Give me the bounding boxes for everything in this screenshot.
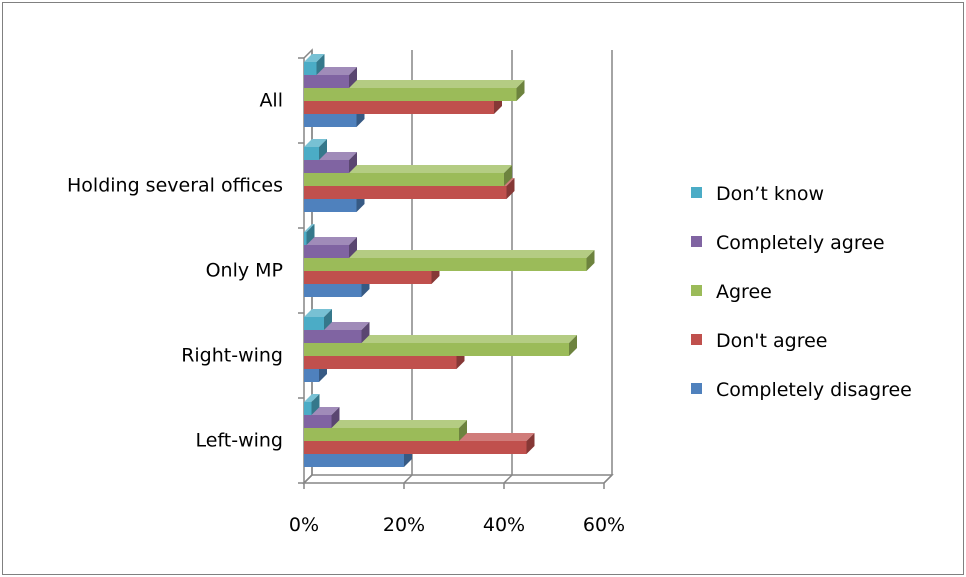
bar <box>304 224 315 245</box>
bar <box>304 250 595 271</box>
bar-front-face <box>304 101 494 114</box>
bar <box>304 237 357 258</box>
bar-front-face <box>304 415 332 428</box>
legend-label: Completely agree <box>716 232 885 254</box>
bar-front-face <box>304 317 324 330</box>
bar-end-face <box>324 309 332 330</box>
bar-top-face <box>304 309 332 317</box>
category-label: All <box>259 90 283 112</box>
bar-top-face <box>304 224 315 232</box>
category-label: Left-wing <box>195 430 283 452</box>
x-tick-label: 0% <box>289 514 319 536</box>
bar-front-face <box>304 428 459 441</box>
legend-swatch <box>691 383 702 394</box>
floor <box>302 474 614 484</box>
bar-end-face <box>516 80 525 101</box>
legend-label: Don’t know <box>716 183 824 205</box>
legend-item: Completely disagree <box>691 379 912 401</box>
legend-item: Don’t know <box>691 183 824 205</box>
bar-front-face <box>304 147 319 160</box>
bar <box>304 394 320 415</box>
bar-front-face <box>304 284 362 297</box>
bar-top-face <box>304 80 525 88</box>
legend: Don’t know Completely agree Agree Don't agr… <box>691 183 912 401</box>
floor-gridline <box>403 474 413 484</box>
category-label: Holding several offices <box>67 175 283 197</box>
bar <box>304 420 467 441</box>
bar-front-face <box>304 343 569 356</box>
legend-label: Don't agree <box>716 330 828 352</box>
bar <box>304 309 332 330</box>
axes <box>298 57 605 489</box>
bar-end-face <box>459 420 467 441</box>
floor-gridline <box>303 474 313 484</box>
bar-top-face <box>304 237 357 245</box>
bar-end-face <box>319 139 327 160</box>
legend-label: Completely disagree <box>716 379 912 401</box>
bar-end-face <box>349 237 357 258</box>
bar-front-face <box>304 454 404 467</box>
legend-label: Agree <box>716 281 772 303</box>
bar-end-face <box>504 165 512 186</box>
bar <box>304 54 325 75</box>
x-tick-label: 20% <box>383 514 425 536</box>
bar-front-face <box>304 173 504 186</box>
bar-top-face <box>304 165 512 173</box>
bar-top-face <box>304 139 327 147</box>
bar-front-face <box>304 245 349 258</box>
legend-item: Don't agree <box>691 330 828 352</box>
bar-front-face <box>304 356 457 369</box>
bar-end-face <box>349 67 357 88</box>
category-labels: Left-wing Right-wing Only MP Holding severa… <box>67 90 283 452</box>
bar-front-face <box>304 369 319 382</box>
bar-front-face <box>304 271 432 284</box>
bars-group <box>304 54 595 467</box>
floor-gridline <box>503 474 513 484</box>
bar-end-face <box>306 224 315 245</box>
legend-item: Completely agree <box>691 232 885 254</box>
bar-end-face <box>586 250 595 271</box>
legend-swatch <box>691 236 702 247</box>
bar-end-face <box>349 152 357 173</box>
bar-front-face <box>304 114 357 127</box>
bar-front-face <box>304 330 362 343</box>
bar-front-face <box>304 402 312 415</box>
floor-gridline <box>603 474 613 484</box>
bar-top-face <box>304 335 577 343</box>
bar-end-face <box>311 394 320 415</box>
bar <box>304 139 327 160</box>
bar-end-face <box>506 178 515 199</box>
x-tick-labels: 0% 20% 40% 60% <box>289 514 625 536</box>
bar-top-face <box>304 250 595 258</box>
bar-front-face <box>304 88 517 101</box>
bar-front-face <box>304 199 357 212</box>
bar-end-face <box>361 322 370 343</box>
bar-end-face <box>316 54 325 75</box>
bar-front-face <box>304 186 507 199</box>
bar <box>304 335 577 356</box>
legend-item: Agree <box>691 281 772 303</box>
category-label: Right-wing <box>181 345 283 367</box>
bar-front-face <box>304 258 587 271</box>
bar-front-face <box>304 441 527 454</box>
x-tick-label: 40% <box>483 514 525 536</box>
bar-front-face <box>304 160 349 173</box>
bar-top-face <box>304 420 467 428</box>
x-tick-label: 60% <box>583 514 625 536</box>
bar-front-face <box>304 62 317 75</box>
legend-swatch <box>691 285 702 296</box>
legend-swatch <box>691 187 702 198</box>
bar <box>304 165 512 186</box>
bar-front-face <box>304 232 307 245</box>
bar-end-face <box>331 407 340 428</box>
legend-swatch <box>691 334 702 345</box>
category-label: Only MP <box>206 260 283 282</box>
bar-end-face <box>569 335 577 356</box>
bar-front-face <box>304 75 349 88</box>
bar-top-face <box>304 54 325 62</box>
bar-end-face <box>526 433 535 454</box>
bar-top-face <box>304 394 320 402</box>
bar <box>304 80 525 101</box>
